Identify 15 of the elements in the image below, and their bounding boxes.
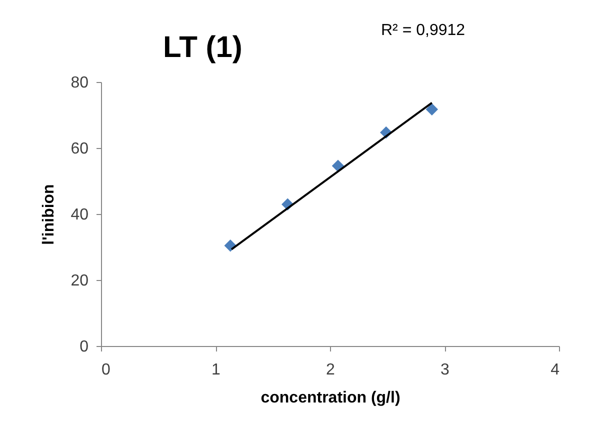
y-tick-label: 20 — [70, 272, 89, 290]
y-tick-label: 60 — [70, 140, 89, 158]
point — [426, 103, 438, 116]
x-tick-label: 0 — [102, 362, 110, 378]
text: R² = 0,9912 — [381, 22, 466, 39]
x-tick-label: 4 — [550, 362, 560, 378]
x-tick-label: 1 — [212, 362, 221, 378]
x-tick-label: 2 — [326, 362, 336, 378]
x-axis-title: concentration (g/l) — [260, 390, 400, 406]
chart-title: LT (1) — [163, 31, 242, 64]
y-tick-label: 0 — [80, 338, 89, 356]
y-tick-label: 80 — [70, 74, 89, 92]
x-tick-label: 3 — [440, 362, 450, 378]
y-tick-label: 40 — [70, 206, 89, 224]
y-axis-title: l'inibion — [40, 184, 58, 245]
